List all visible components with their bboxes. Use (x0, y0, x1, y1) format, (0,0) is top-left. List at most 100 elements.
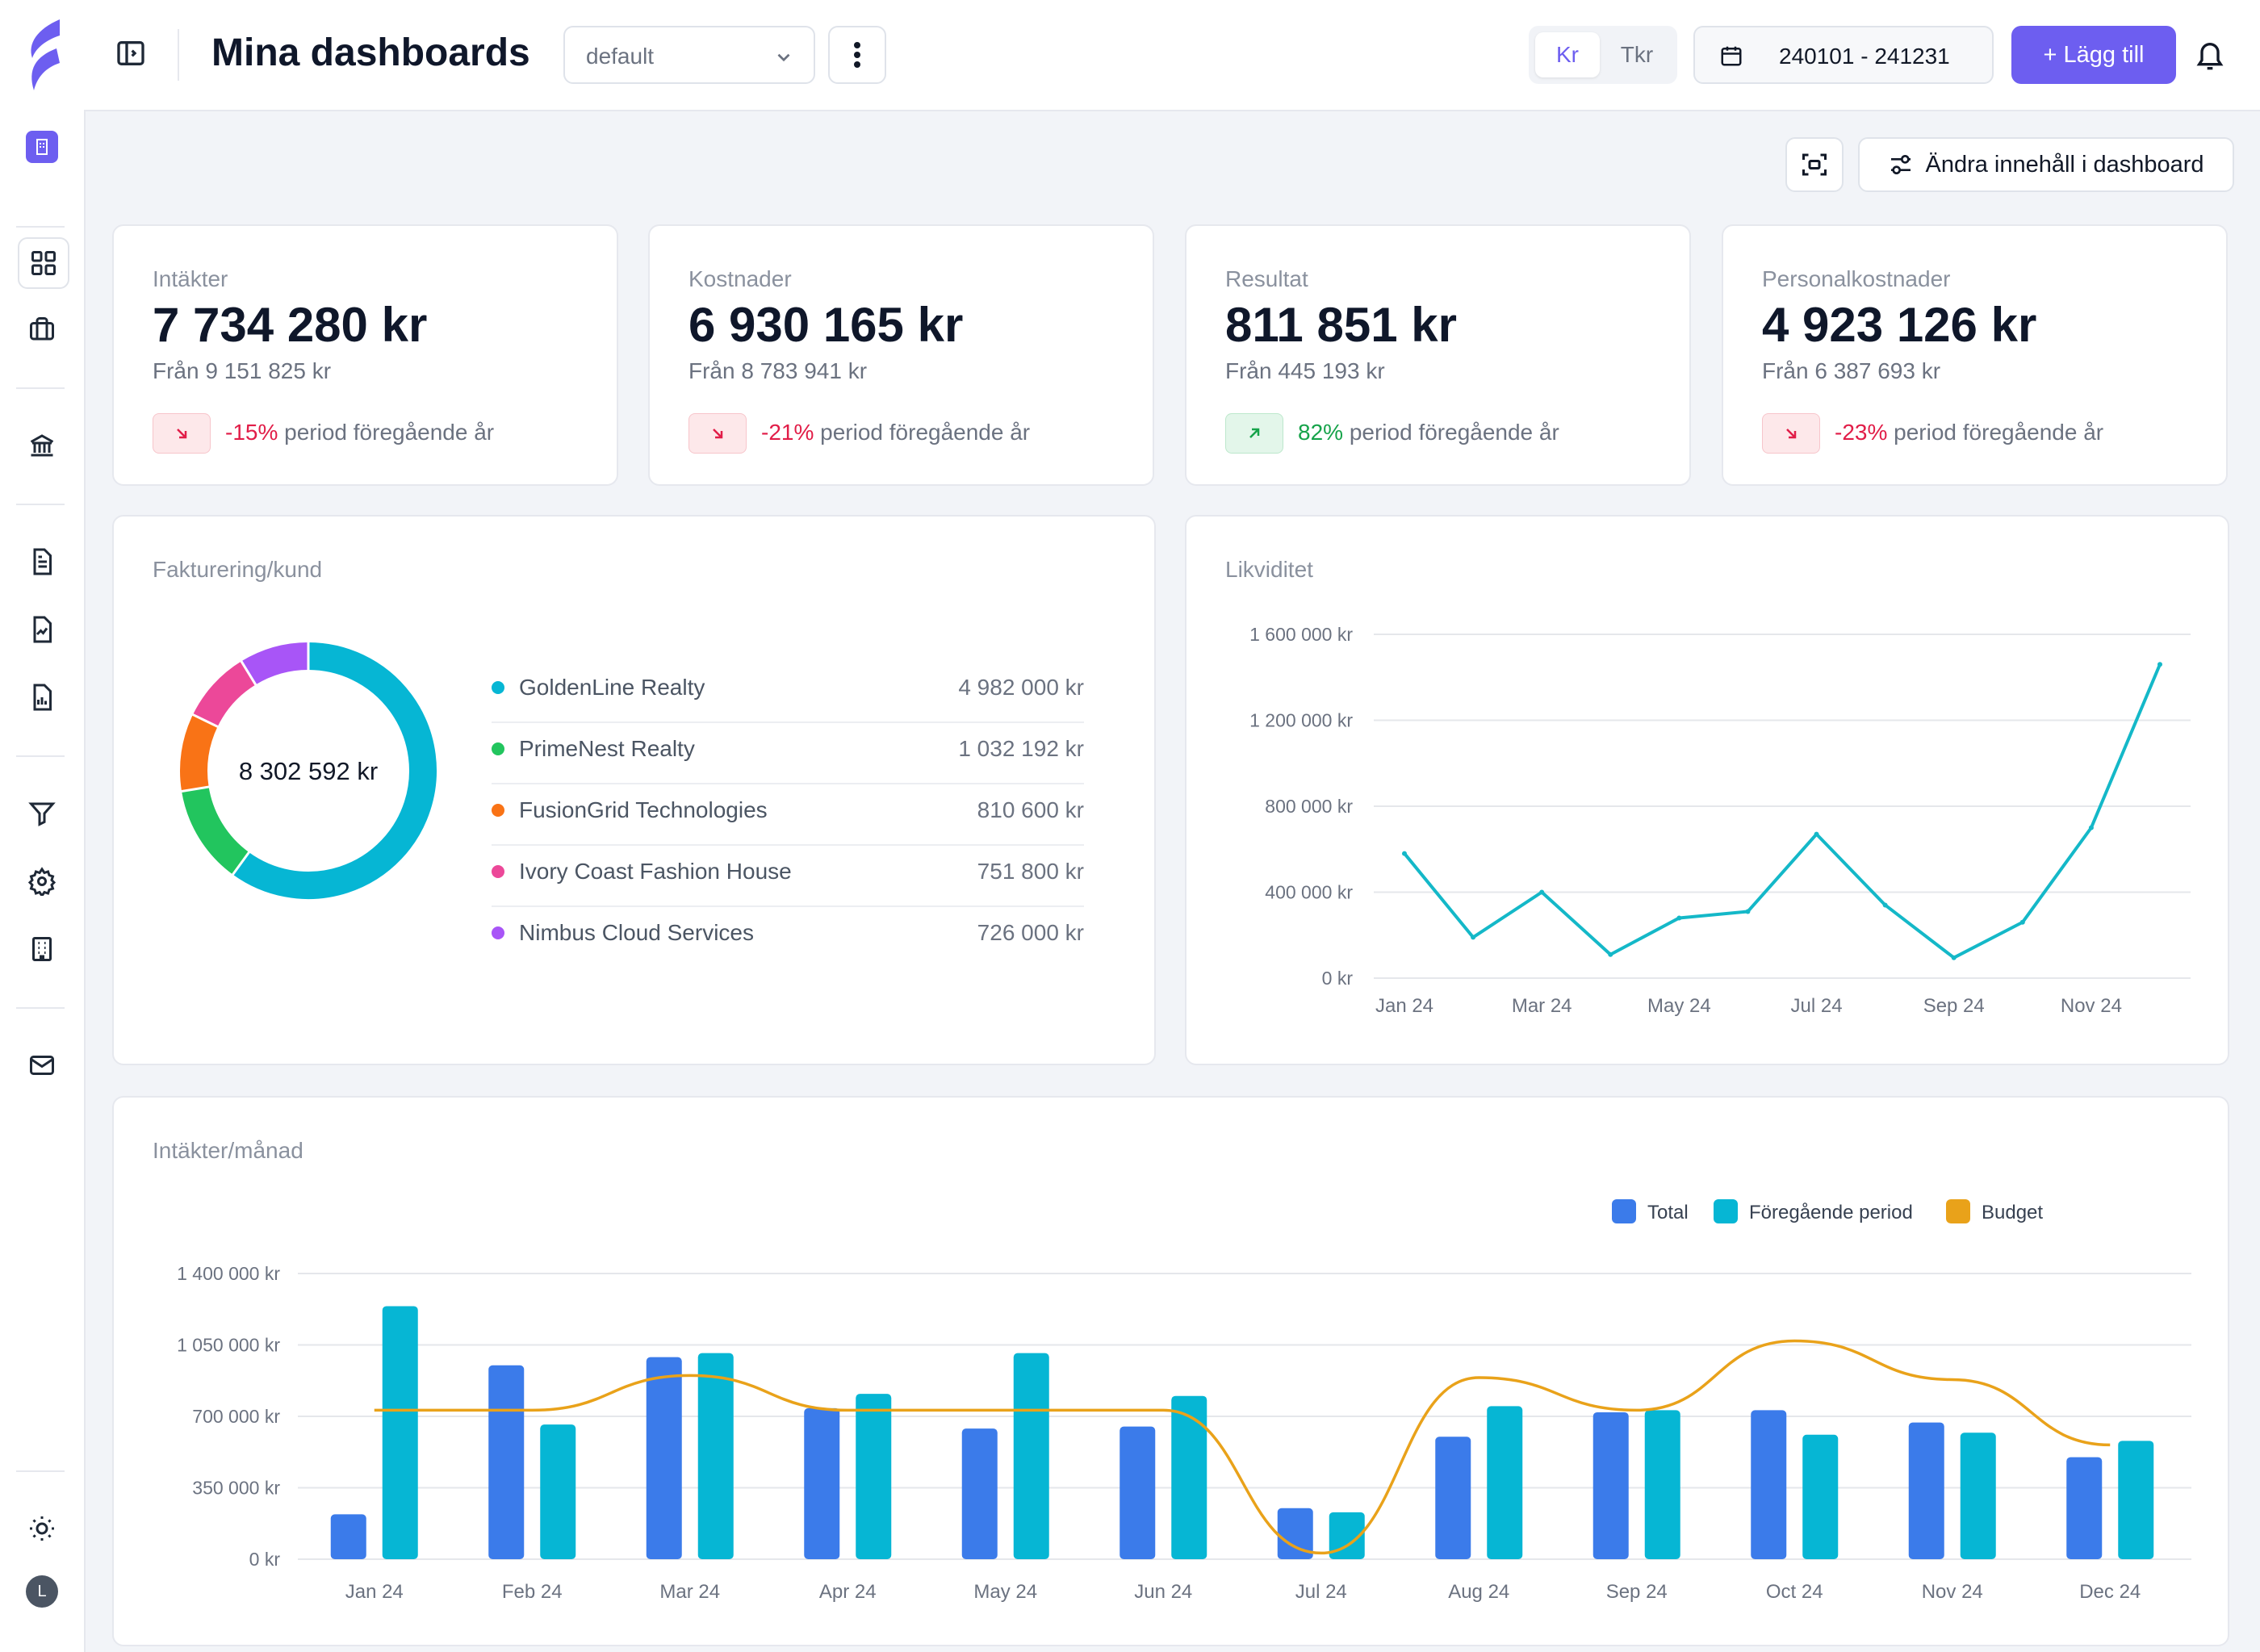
bell-icon[interactable] (2194, 37, 2226, 73)
y-tick-label: 0 kr (1322, 968, 1354, 989)
legend-label[interactable]: Föregående period (1749, 1202, 1913, 1223)
y-tick-label: 700 000 kr (192, 1406, 280, 1427)
donut-slice[interactable] (192, 661, 257, 727)
unit-option-tkr[interactable]: Tkr (1620, 42, 1654, 67)
previous-period-bar[interactable] (697, 1353, 734, 1559)
total-bar[interactable] (330, 1514, 366, 1559)
previous-period-bar[interactable] (2118, 1441, 2154, 1559)
liquidity-point[interactable] (1882, 902, 1888, 908)
date-range-picker[interactable]: 240101 - 241231 (1693, 26, 1994, 84)
sidebar-item-company[interactable] (18, 925, 66, 973)
slice-separator (230, 849, 252, 877)
date-range-value: 240101 - 241231 (1779, 44, 1950, 69)
unit-option-kr[interactable]: Kr (1535, 32, 1600, 77)
organization-icon[interactable] (26, 131, 58, 163)
liquidity-point[interactable] (1539, 889, 1545, 895)
previous-period-bar[interactable] (1329, 1512, 1365, 1559)
total-bar[interactable] (2066, 1457, 2103, 1559)
total-bar[interactable] (961, 1428, 998, 1559)
sidebar-item-statistics[interactable] (18, 673, 66, 721)
liquidity-point[interactable] (1745, 909, 1751, 914)
x-tick-label: Jan 24 (1375, 995, 1433, 1017)
customer-amount: 4 982 000 kr (958, 675, 1084, 700)
total-bar[interactable] (1435, 1437, 1471, 1559)
customer-name: Nimbus Cloud Services (519, 920, 754, 945)
liquidity-point[interactable] (2157, 662, 2162, 667)
total-bar[interactable] (488, 1365, 525, 1559)
calendar-icon (1721, 46, 1742, 66)
sidebar-toggle-icon[interactable] (115, 37, 147, 69)
app-logo-icon[interactable] (21, 16, 66, 94)
liquidity-point[interactable] (2088, 825, 2094, 830)
y-tick-label: 350 000 kr (192, 1478, 280, 1499)
edit-dashboard-button[interactable]: Ändra innehåll i dashboard (1858, 137, 2234, 192)
x-tick-label: Mar 24 (659, 1581, 720, 1603)
sidebar-item-mail[interactable] (18, 1041, 66, 1089)
previous-period-bar[interactable] (1013, 1353, 1049, 1559)
kpi-title: Personalkostnader (1762, 266, 1951, 291)
donut-slice[interactable] (232, 642, 437, 899)
liquidity-point[interactable] (1814, 831, 1819, 837)
legend-item: GoldenLine Realty 4 982 000 kr (492, 662, 1084, 723)
kpi-change-text: 82% period föregående år (1298, 420, 1559, 445)
x-tick-label: Oct 24 (1766, 1581, 1823, 1603)
previous-period-bar[interactable] (1487, 1406, 1523, 1559)
sidebar-divider (16, 226, 65, 228)
total-bar[interactable] (646, 1357, 682, 1559)
kpi-change-percent: 82% (1298, 420, 1344, 445)
legend-color-dot (492, 742, 504, 755)
liquidity-point[interactable] (1951, 955, 1957, 960)
total-bar[interactable] (1908, 1422, 1944, 1559)
more-options-button[interactable] (828, 26, 886, 84)
x-tick-label: Sep 24 (1923, 995, 1985, 1017)
previous-period-bar[interactable] (1171, 1395, 1207, 1559)
liquidity-point[interactable] (1676, 915, 1682, 921)
total-bar[interactable] (804, 1407, 840, 1559)
liquidity-point[interactable] (1402, 851, 1407, 856)
previous-period-bar[interactable] (1802, 1434, 1839, 1559)
arrow-up-right-icon (1249, 428, 1260, 438)
customer-amount: 1 032 192 kr (958, 736, 1084, 761)
legend-label[interactable]: Budget (1982, 1202, 2043, 1223)
kpi-card: Kostnader 6 930 165 kr Från 8 783 941 kr… (648, 224, 1154, 486)
sidebar-item-document[interactable] (18, 537, 66, 586)
previous-period-bar[interactable] (1644, 1410, 1680, 1559)
donut-slice[interactable] (241, 642, 309, 685)
total-bar[interactable] (1277, 1508, 1313, 1559)
customer-name: Ivory Coast Fashion House (519, 859, 792, 884)
sidebar-item-settings[interactable] (18, 857, 66, 905)
sidebar-item-bank[interactable] (18, 421, 66, 470)
user-avatar[interactable]: L (26, 1575, 58, 1608)
sidebar-item-report[interactable] (18, 605, 66, 654)
previous-period-bar[interactable] (382, 1306, 418, 1559)
liquidity-point[interactable] (2019, 919, 2025, 925)
fullscreen-button[interactable] (1785, 137, 1844, 192)
donut-slice[interactable] (180, 714, 218, 792)
total-bar[interactable] (1751, 1410, 1787, 1559)
sidebar-item-dashboards[interactable] (18, 237, 69, 289)
slice-separator (178, 785, 211, 793)
customer-legend: GoldenLine Realty 4 982 000 kr PrimeNest R… (492, 662, 1084, 967)
total-bar[interactable] (1592, 1412, 1629, 1559)
sidebar-item-filter[interactable] (18, 789, 66, 838)
liquidity-point[interactable] (1608, 951, 1613, 957)
dashboard-select[interactable]: default (563, 26, 815, 84)
kpi-change-suffix: period föregående år (278, 420, 495, 445)
x-tick-label: Feb 24 (502, 1581, 563, 1603)
edit-dashboard-label: Ändra innehåll i dashboard (1925, 151, 2204, 178)
kpi-change-text: -15% period föregående år (225, 420, 494, 445)
previous-period-bar[interactable] (1960, 1432, 1996, 1559)
sliders-icon (1891, 155, 1911, 174)
trend-badge (153, 413, 211, 454)
add-button[interactable]: + Lägg till (2011, 26, 2176, 84)
donut-slice[interactable] (182, 786, 249, 875)
total-bar[interactable] (1120, 1426, 1156, 1559)
legend-label[interactable]: Total (1647, 1202, 1689, 1223)
kpi-title: Intäkter (153, 266, 228, 291)
previous-period-bar[interactable] (856, 1394, 892, 1559)
sidebar-item-briefcase[interactable] (18, 305, 66, 353)
slice-separator (190, 712, 220, 730)
theme-toggle[interactable] (18, 1504, 66, 1553)
liquidity-point[interactable] (1471, 935, 1476, 940)
previous-period-bar[interactable] (540, 1424, 576, 1559)
